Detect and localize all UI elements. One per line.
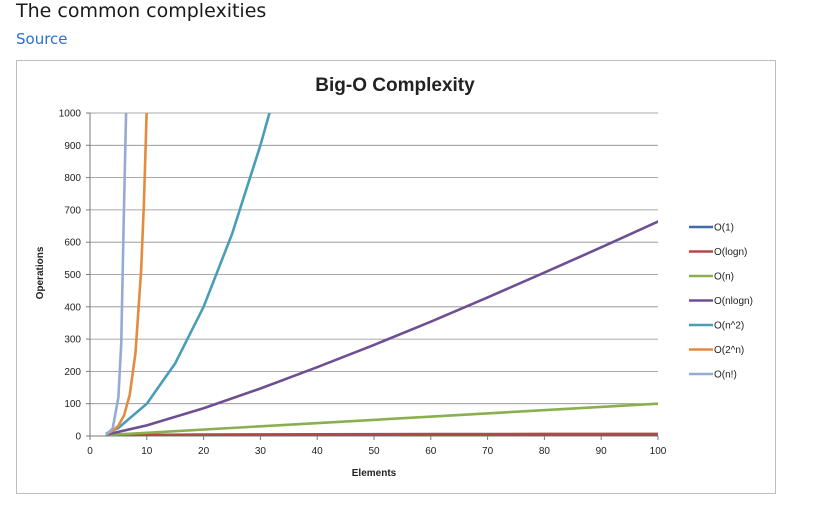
- y-tick-label: 200: [64, 367, 81, 378]
- x-tick-label: 90: [596, 446, 608, 457]
- legend-label-o-nlogn: O(nlogn): [714, 296, 753, 307]
- series-line-o-logn: [105, 432, 658, 436]
- x-tick-label: 0: [87, 446, 93, 457]
- x-tick-label: 20: [198, 446, 210, 457]
- series-line-o-2-n: [105, 113, 148, 435]
- series-lines: [105, 113, 658, 436]
- y-tick-label: 500: [64, 270, 81, 281]
- legend-label-o-n: O(n!): [714, 370, 737, 381]
- y-tick-label: 600: [64, 238, 81, 249]
- x-tick-label: 100: [650, 446, 667, 457]
- y-tick-label: 300: [64, 335, 81, 346]
- legend-label-o-logn: O(logn): [714, 247, 747, 258]
- series-line-o-nlogn: [105, 220, 658, 436]
- legend-label-o-n: O(n): [714, 272, 734, 283]
- grid-lines: [90, 112, 658, 405]
- axes: 0 100 200 300 400 500 600 700 800 900 1000 0 10 20 30 4…: [59, 109, 667, 458]
- x-tick-label: 80: [539, 446, 551, 457]
- y-tick-label: 700: [64, 205, 81, 216]
- x-tick-label: 40: [312, 446, 324, 457]
- chart-title: Big-O Complexity: [315, 75, 475, 96]
- x-tick-label: 60: [425, 446, 437, 457]
- x-tick-label: 30: [255, 446, 267, 457]
- y-tick-label: 800: [64, 173, 81, 184]
- y-tick-label: 900: [64, 141, 81, 152]
- legend-label-o-n-2: O(n^2): [714, 321, 744, 332]
- y-tick-label: 1000: [59, 109, 82, 120]
- page-heading: The common complexities: [16, 0, 267, 22]
- y-tick-label: 100: [64, 399, 81, 410]
- legend-label-o-1: O(1): [714, 223, 734, 234]
- legend-label-o-2-n: O(2^n): [714, 345, 744, 356]
- x-tick-label: 50: [368, 446, 380, 457]
- x-tick-label: 10: [141, 446, 153, 457]
- chart-frame: [16, 60, 776, 494]
- x-axis-title: Elements: [352, 468, 397, 479]
- series-line-o-n: [105, 113, 128, 436]
- legend: O(1) O(logn) O(n) O(nlogn) O(n^2) O(2^n) O(n!): [689, 223, 753, 381]
- y-tick-label: 400: [64, 302, 81, 313]
- series-line-o-n-2: [105, 113, 271, 435]
- source-link[interactable]: Source: [16, 30, 68, 48]
- y-axis-title: Operations: [35, 246, 46, 299]
- x-tick-label: 70: [482, 446, 494, 457]
- y-tick-label: 0: [75, 432, 81, 443]
- series-line-o-n: [105, 402, 658, 436]
